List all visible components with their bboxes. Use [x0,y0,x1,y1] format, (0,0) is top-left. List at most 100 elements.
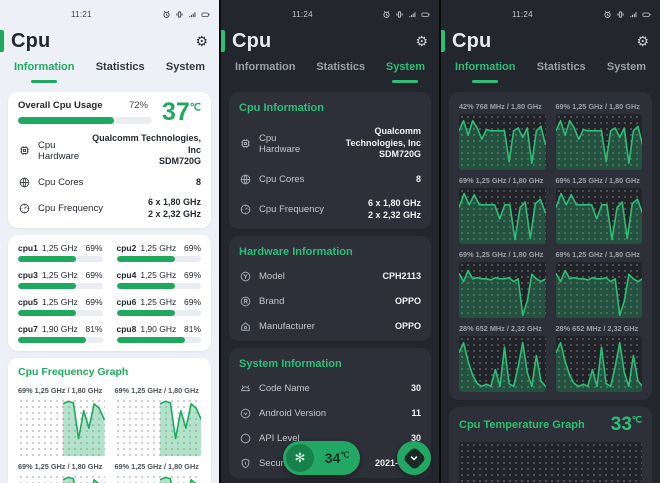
manufacturer-label: Manufacturer [259,321,315,333]
tab-information[interactable]: Information [455,61,516,85]
pill-temperature-value: 34℃ [324,450,350,466]
android-version-row: Android Version 11 [239,407,421,420]
api-level-icon [239,432,252,445]
tab-information[interactable]: Information [14,61,75,85]
status-bar: 11:21 [0,0,219,23]
core-cell-cpu1: cpu1 1,25 GHz 69% [18,243,103,263]
signal-icon [630,11,637,17]
manufacturer-value: OPPO [394,321,421,332]
status-icons [162,10,210,19]
tab-information[interactable]: Information [235,61,296,73]
settings-gear-icon[interactable]: ⚙ [195,33,208,49]
cpu3-frequency-sparkline [18,474,105,483]
alarm-icon [604,10,611,18]
phone-screen-system-dark: 11:24 Cpu ⚙ Information Statistics Syste… [221,0,439,483]
code-name-row: Code Name 30 [239,382,421,395]
cpu3-frequency-history-chart [459,188,546,244]
api-level-value: 30 [410,433,421,444]
tab-statistics[interactable]: Statistics [316,61,366,73]
chart-label: 69% 1,25 GHz / 1,80 GHz [555,102,640,111]
title-accent-bar [221,30,225,52]
phone-screen-information-light: 11:21 Cpu ⚙ Information Statistics Syste… [0,0,219,483]
cpu-hardware-label: Cpu Hardware [259,132,301,155]
tab-bar: Information Statistics System [221,57,439,85]
version-check-icon [239,407,252,420]
vibrate-icon [176,10,183,18]
status-time: 11:24 [292,9,313,19]
tab-statistics[interactable]: Statistics [536,61,586,73]
cpu-cores-value: 8 [415,173,421,184]
status-icons [382,10,430,19]
chart-label: 69% 1,25 GHz / 1,80 GHz [459,250,544,259]
freq-chart-cell: 28% 652 MHz / 2,32 GHz [555,318,642,392]
cpu-temperature-value: 37℃ [161,98,201,126]
freq-chart-cell: 69% 1,25 GHz / 1,80 GHz [114,456,201,483]
freq-chart-cell: 69% 1,25 GHz / 1,80 GHz [114,380,201,457]
signal-icon [189,11,196,17]
settings-gear-icon[interactable]: ⚙ [636,33,649,49]
title-accent-bar [0,30,4,52]
cpu2-frequency-history-chart [555,114,642,170]
system-information-title: System Information [239,358,342,371]
cpu1-frequency-history-chart [459,114,546,170]
temperature-pill-button[interactable]: ✻ 34℃ [283,441,360,475]
tab-statistics[interactable]: Statistics [95,61,145,73]
tab-system[interactable]: System [386,61,425,85]
android-version-label: Android Version [259,408,327,420]
cpu-cores-value: 8 [195,176,201,187]
chart-label: 28% 652 MHz / 2,32 GHz [555,324,639,333]
cpu-frequency-label: Cpu Frequency [38,203,103,215]
cpu-temperature-history-chart [459,442,642,483]
core-cell-cpu2: cpu2 1,25 GHz 69% [116,243,201,263]
phone-screen-graphs-dark: 11:24 Cpu ⚙ Information Statistics Syste… [441,0,660,483]
android-version-value: 11 [411,408,421,419]
tab-bar: Information Statistics System [441,57,660,85]
overall-usage-track [18,117,152,124]
tab-system[interactable]: System [165,61,205,73]
cpu-frequency-label: Cpu Frequency [259,204,324,216]
cpu2-frequency-sparkline [114,398,201,457]
cpu-frequency-value: 6 x 1,80 GHz 2 x 2,32 GHz [367,198,421,220]
chevron-down-icon [410,456,418,461]
overall-cpu-card: Overall Cpu Usage 72% 37℃ Cpu Hardware Q… [8,92,211,229]
cores-globe-icon [18,176,31,189]
brand-row: Brand OPPO [239,295,421,308]
core-cell-cpu6: cpu6 1,25 GHz 69% [116,297,201,317]
app-header: Cpu ⚙ [441,25,660,57]
cpu-cores-row: Cpu Cores 8 [18,176,201,189]
cpu-cores-label: Cpu Cores [38,177,84,189]
chart-label: 42% 768 MHz / 1,80 GHz [459,102,542,111]
cpu-temperature-graph-card: Cpu Temperature Graph 33℃ [449,407,652,483]
factory-icon [239,320,252,333]
freq-chart-cell: 69% 1,25 GHz / 1,80 GHz [555,170,642,244]
brand-label: Brand [259,296,285,308]
tab-system[interactable]: System [606,61,646,73]
settings-gear-icon[interactable]: ⚙ [415,33,428,49]
android-robot-icon [239,382,252,395]
api-level-label: API Level [259,433,300,445]
alarm-icon [383,10,390,18]
security-shield-icon [239,457,252,470]
cpu-cores-row: Cpu Cores 8 [239,173,421,186]
chart-label: 28% 652 MHz / 2,32 GHz [459,324,542,333]
hardware-information-title: Hardware Information [239,246,353,259]
cpu-chip-icon [239,137,252,150]
code-name-label: Code Name [259,383,310,395]
chart-label: 69% 1,25 GHz / 1,80 GHz [18,386,103,396]
cpu4-frequency-sparkline [114,474,201,483]
temperature-graph-title: Cpu Temperature Graph [459,418,585,431]
battery-icon [201,12,210,17]
freq-chart-cell: 69% 1,25 GHz / 1,80 GHz [18,456,105,483]
collapse-fab-button[interactable] [397,441,431,475]
cpu-frequency-row: Cpu Frequency 6 x 1,80 GHz 2 x 2,32 GHz [239,198,421,221]
status-time: 11:21 [71,9,92,19]
cpu6-frequency-history-chart [555,262,642,318]
freq-chart-cell: 69% 1,25 GHz / 1,80 GHz [459,244,546,318]
chart-label: 69% 1,25 GHz / 1,80 GHz [459,176,544,185]
cpu-hardware-value: Qualcomm Technologies, Inc SDM720G [345,126,421,160]
cpu-chip-icon [18,144,31,157]
api-level-row: API Level 30 [239,432,421,445]
status-bar: 11:24 [221,0,439,23]
frequency-gauge-icon [239,203,252,216]
model-value: CPH2113 [382,271,421,282]
